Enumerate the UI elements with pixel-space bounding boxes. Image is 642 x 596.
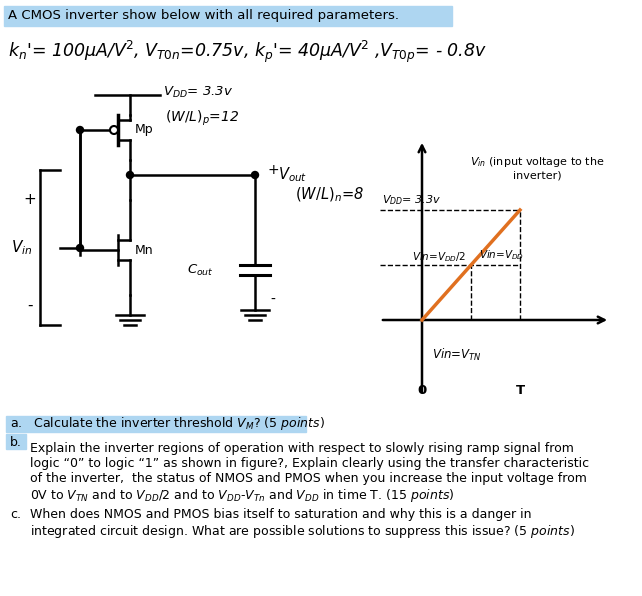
Text: +: +	[24, 193, 37, 207]
Text: $Vin$=$V_{DD}$/2: $Vin$=$V_{DD}$/2	[412, 250, 466, 264]
Text: +: +	[267, 163, 279, 177]
Text: $Vin$=$V_{DD}$: $Vin$=$V_{DD}$	[479, 248, 524, 262]
Text: $(W/L)_p$=12: $(W/L)_p$=12	[165, 108, 239, 128]
Text: A CMOS inverter show below with all required parameters.: A CMOS inverter show below with all requ…	[8, 10, 399, 23]
Circle shape	[110, 126, 118, 134]
Text: a.   Calculate the inverter threshold $V_M$? $\mathbf{\mathit{(5\ points)}}$: a. Calculate the inverter threshold $V_M…	[10, 415, 325, 433]
Bar	[4, 6, 452, 26]
Text: $V_{out}$: $V_{out}$	[278, 166, 307, 184]
Text: $(W/L)_n$=8: $(W/L)_n$=8	[295, 186, 364, 204]
Text: $V_{in}$ (input voltage to the
inverter): $V_{in}$ (input voltage to the inverter)	[471, 155, 605, 181]
Circle shape	[76, 244, 83, 252]
Text: $k_n$'= 100μA/V$^2$, $V_{T0n}$=0.75v, $k_p$'= 40μA/V$^2$ ,$V_{T0p}$= - 0.8v: $k_n$'= 100μA/V$^2$, $V_{T0n}$=0.75v, $k…	[8, 39, 487, 65]
Text: 0: 0	[417, 383, 427, 396]
Text: Vin=$V_{TN}$: Vin=$V_{TN}$	[432, 347, 482, 363]
Bar	[6, 416, 306, 432]
Text: $V_{DD}$= 3.3v: $V_{DD}$= 3.3v	[382, 193, 441, 207]
Text: When does NMOS and PMOS bias itself to saturation and why this is a danger in
in: When does NMOS and PMOS bias itself to s…	[30, 508, 575, 541]
Text: -: -	[270, 293, 275, 307]
Circle shape	[126, 172, 134, 178]
Text: Explain the inverter regions of operation with respect to slowly rising ramp sig: Explain the inverter regions of operatio…	[30, 442, 589, 504]
Text: $V_{DD}$= 3.3v: $V_{DD}$= 3.3v	[163, 85, 233, 100]
Circle shape	[76, 126, 83, 134]
Text: Mn: Mn	[135, 244, 153, 256]
Text: b.: b.	[10, 436, 22, 449]
Text: -: -	[27, 297, 33, 312]
Text: Mp: Mp	[135, 123, 153, 136]
Bar	[6, 434, 26, 449]
Text: T: T	[516, 383, 525, 396]
Text: $C_{out}$: $C_{out}$	[187, 262, 213, 278]
Text: c.: c.	[10, 508, 21, 521]
Text: $V_{in}$: $V_{in}$	[12, 238, 33, 257]
Circle shape	[252, 172, 259, 178]
